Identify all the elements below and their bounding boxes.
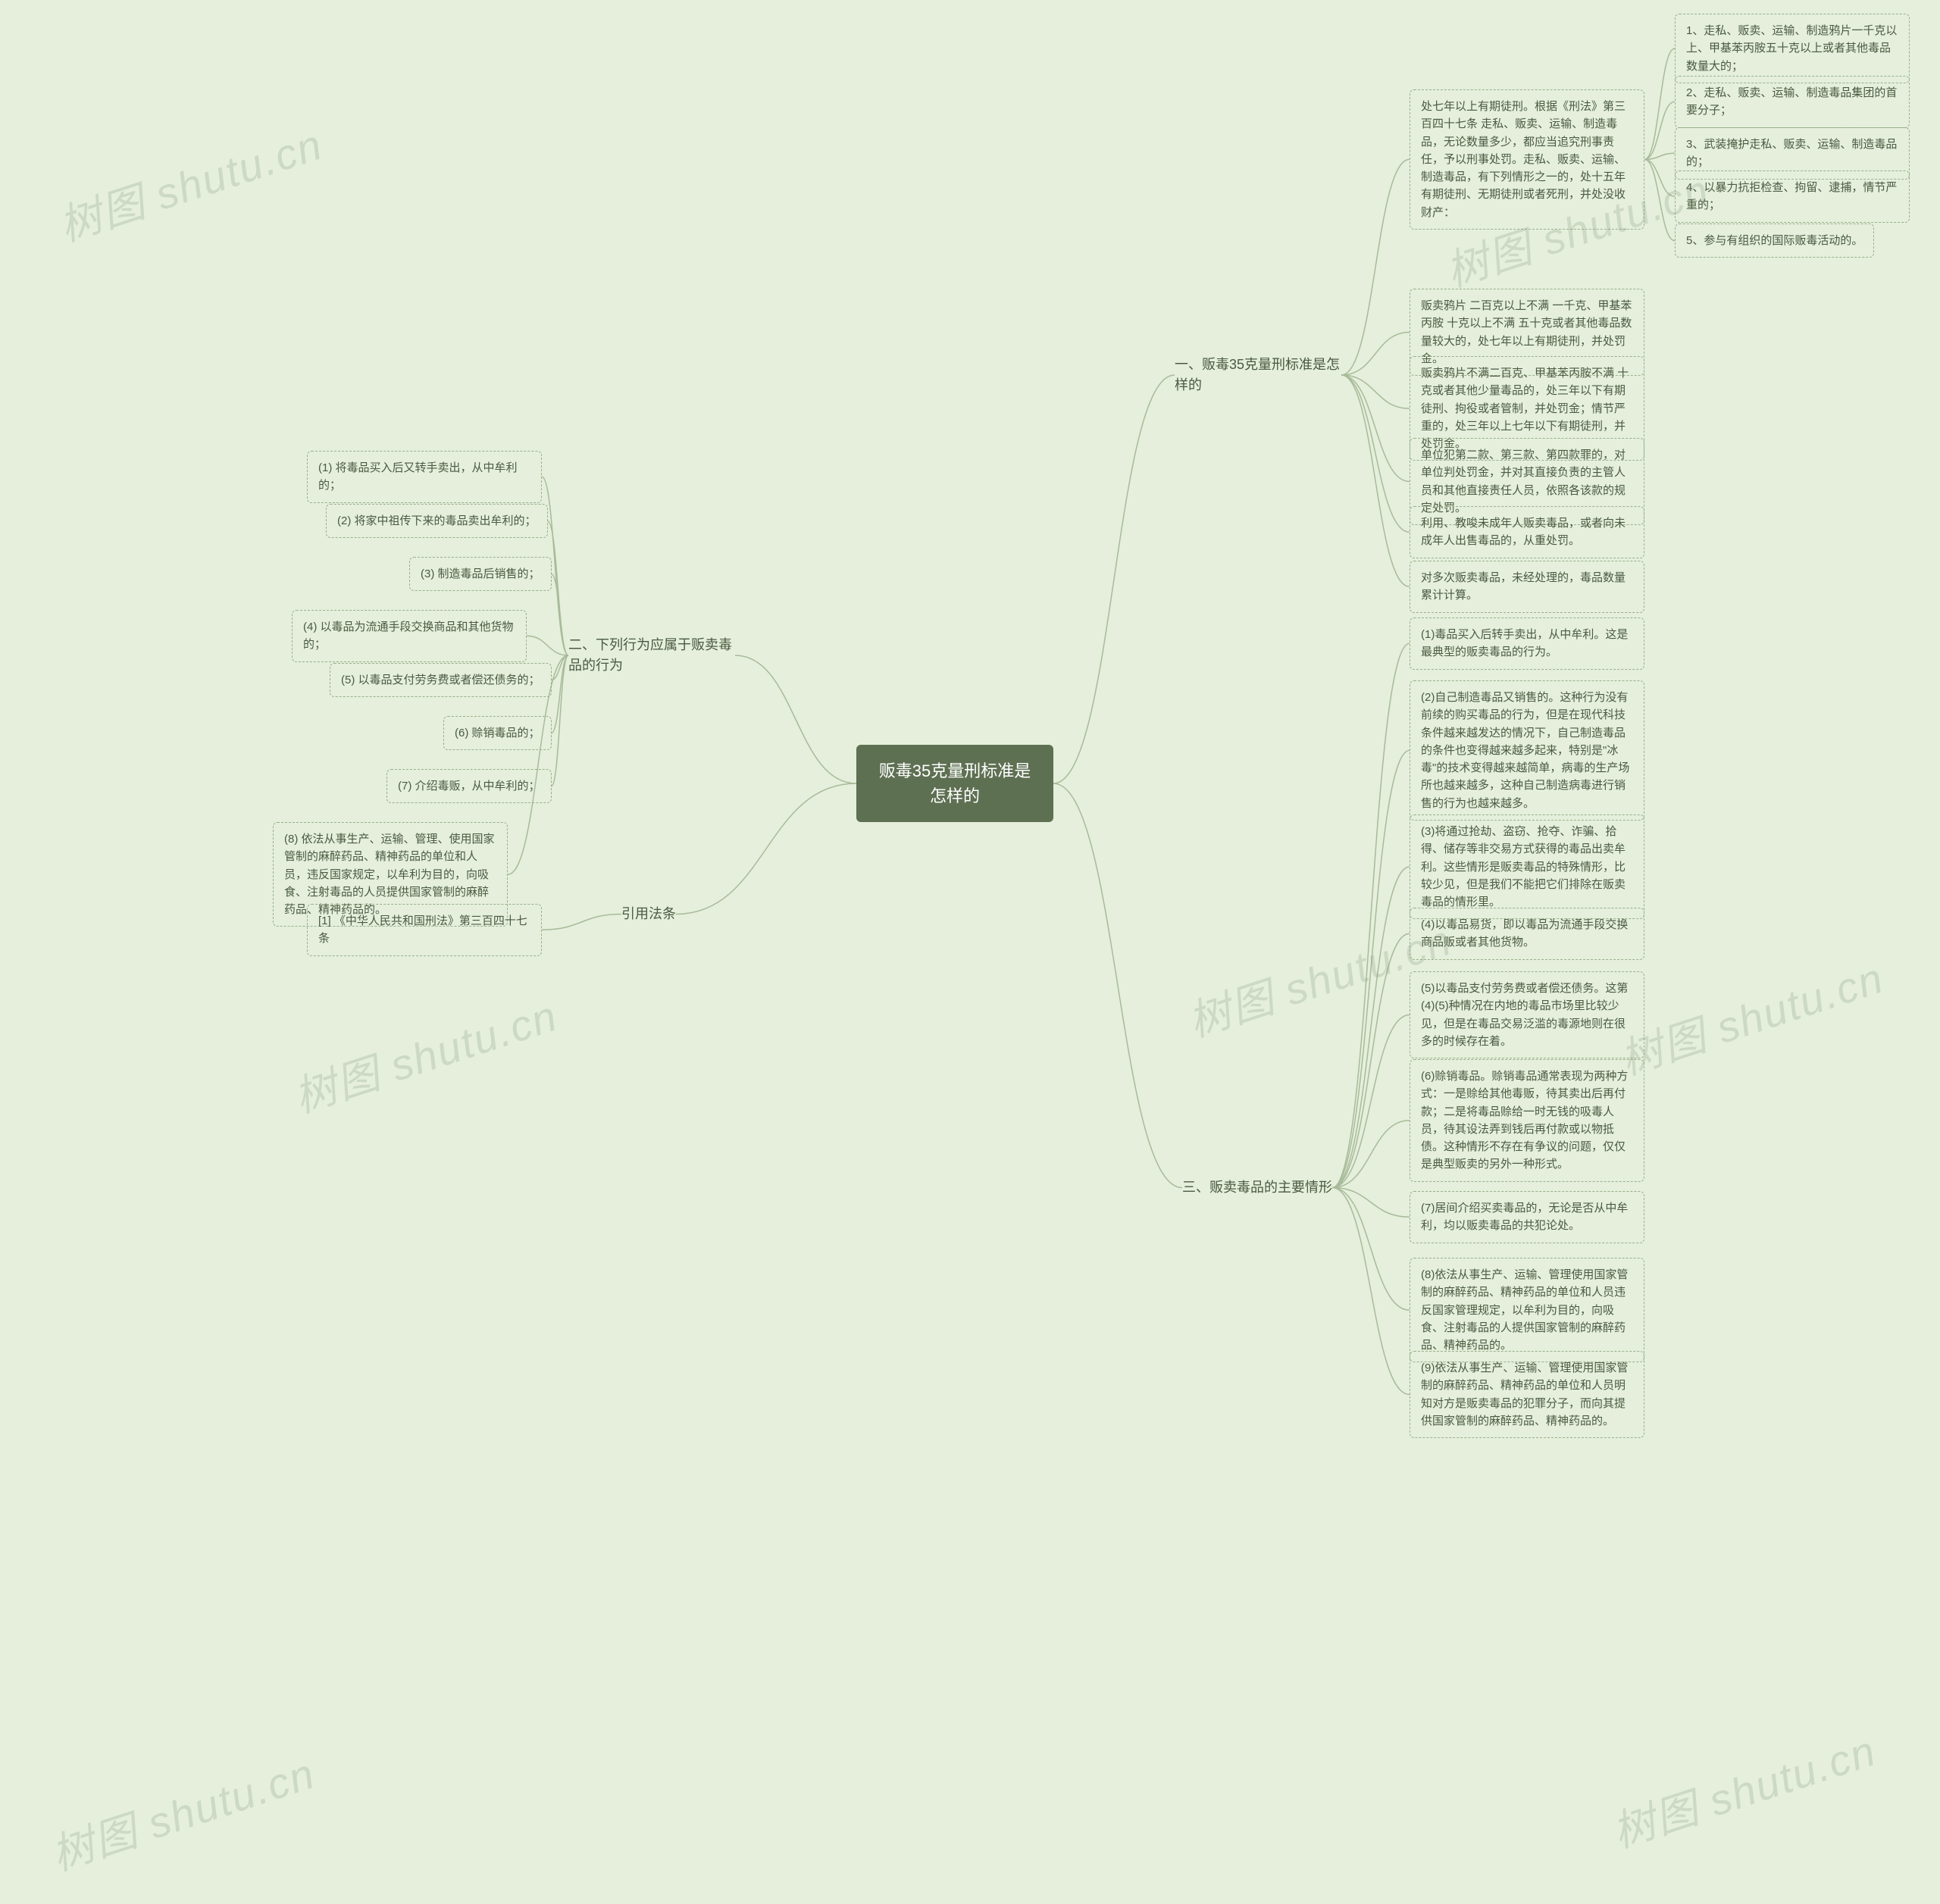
leaf-b3-5: (5)以毒品支付劳务费或者偿还债务。这第(4)(5)种情况在内地的毒品市场里比较… bbox=[1410, 971, 1644, 1058]
leaf-b3-2: (2)自己制造毒品又销售的。这种行为没有前续的购买毒品的行为，但是在现代科技条件… bbox=[1410, 680, 1644, 821]
watermark: 树图 shutu.cn bbox=[285, 982, 565, 1125]
leaf-b2-1: (1) 将毒品买入后又转手卖出，从中牟利的； bbox=[307, 451, 542, 503]
watermark: 树图 shutu.cn bbox=[1604, 1717, 1883, 1860]
leaf-b2-5: (5) 以毒品支付劳务费或者偿还债务的； bbox=[330, 663, 552, 697]
leaf-b1-1-4: 4、以暴力抗拒检查、拘留、逮捕，情节严重的； bbox=[1675, 170, 1910, 223]
leaf-b3-4: (4)以毒品易货，即以毒品为流通手段交换商品贩或者其他货物。 bbox=[1410, 908, 1644, 960]
leaf-b3-8: (8)依法从事生产、运输、管理使用国家管制的麻醉药品、精神药品的单位和人员违反国… bbox=[1410, 1258, 1644, 1362]
leaf-b1-5: 利用、教唆未成年人贩卖毒品，或者向未成年人出售毒品的，从重处罚。 bbox=[1410, 506, 1644, 558]
root-node: 贩毒35克量刑标准是怎样的 bbox=[856, 745, 1053, 822]
leaf-b2-4: (4) 以毒品为流通手段交换商品和其他货物的； bbox=[292, 610, 527, 662]
leaf-b3-1: (1)毒品买入后转手卖出，从中牟利。这是最典型的贩卖毒品的行为。 bbox=[1410, 617, 1644, 670]
watermark: 树图 shutu.cn bbox=[1611, 944, 1891, 1087]
leaf-b3-6: (6)赊销毒品。赊销毒品通常表现为两种方式：一是赊给其他毒贩，待其卖出后再付款；… bbox=[1410, 1059, 1644, 1182]
branch-section-2: 二、下列行为应属于贩卖毒品的行为 bbox=[568, 635, 735, 676]
branch-section-1: 一、贩毒35克量刑标准是怎样的 bbox=[1175, 355, 1341, 395]
leaf-b3-3: (3)将通过抢劫、盗窃、抢夺、诈骗、拾得、储存等非交易方式获得的毒品出卖牟利。这… bbox=[1410, 814, 1644, 919]
leaf-b1-1-1: 1、走私、贩卖、运输、制造鸦片一千克以上、甲基苯丙胺五十克以上或者其他毒品数量大… bbox=[1675, 14, 1910, 83]
leaf-b1-1-2: 2、走私、贩卖、运输、制造毒品集团的首要分子； bbox=[1675, 76, 1910, 128]
leaf-b2-6: (6) 赊销毒品的； bbox=[443, 716, 552, 750]
leaf-b1-6: 对多次贩卖毒品，未经处理的，毒品数量累计计算。 bbox=[1410, 561, 1644, 613]
leaf-b2-7: (7) 介绍毒贩，从中牟利的； bbox=[386, 769, 552, 803]
leaf-b1-1: 处七年以上有期徒刑。根据《刑法》第三百四十七条 走私、贩卖、运输、制造毒品，无论… bbox=[1410, 89, 1644, 230]
branch-references: 引用法条 bbox=[621, 904, 676, 924]
watermark: 树图 shutu.cn bbox=[42, 1740, 322, 1883]
leaf-b4-1: [1] 《中华人民共和国刑法》第三百四十七条 bbox=[307, 904, 542, 956]
branch-section-3: 三、贩卖毒品的主要情形 bbox=[1182, 1177, 1332, 1198]
leaf-b3-7: (7)居间介绍买卖毒品的，无论是否从中牟利，均以贩卖毒品的共犯论处。 bbox=[1410, 1191, 1644, 1243]
leaf-b2-2: (2) 将家中祖传下来的毒品卖出牟利的； bbox=[326, 504, 548, 538]
leaf-b1-1-5: 5、参与有组织的国际贩毒活动的。 bbox=[1675, 224, 1874, 258]
connector-layer bbox=[0, 0, 1940, 1904]
leaf-b3-9: (9)依法从事生产、运输、管理使用国家管制的麻醉药品、精神药品的单位和人员明知对… bbox=[1410, 1351, 1644, 1438]
watermark: 树图 shutu.cn bbox=[50, 111, 330, 254]
leaf-b2-3: (3) 制造毒品后销售的； bbox=[409, 557, 552, 591]
